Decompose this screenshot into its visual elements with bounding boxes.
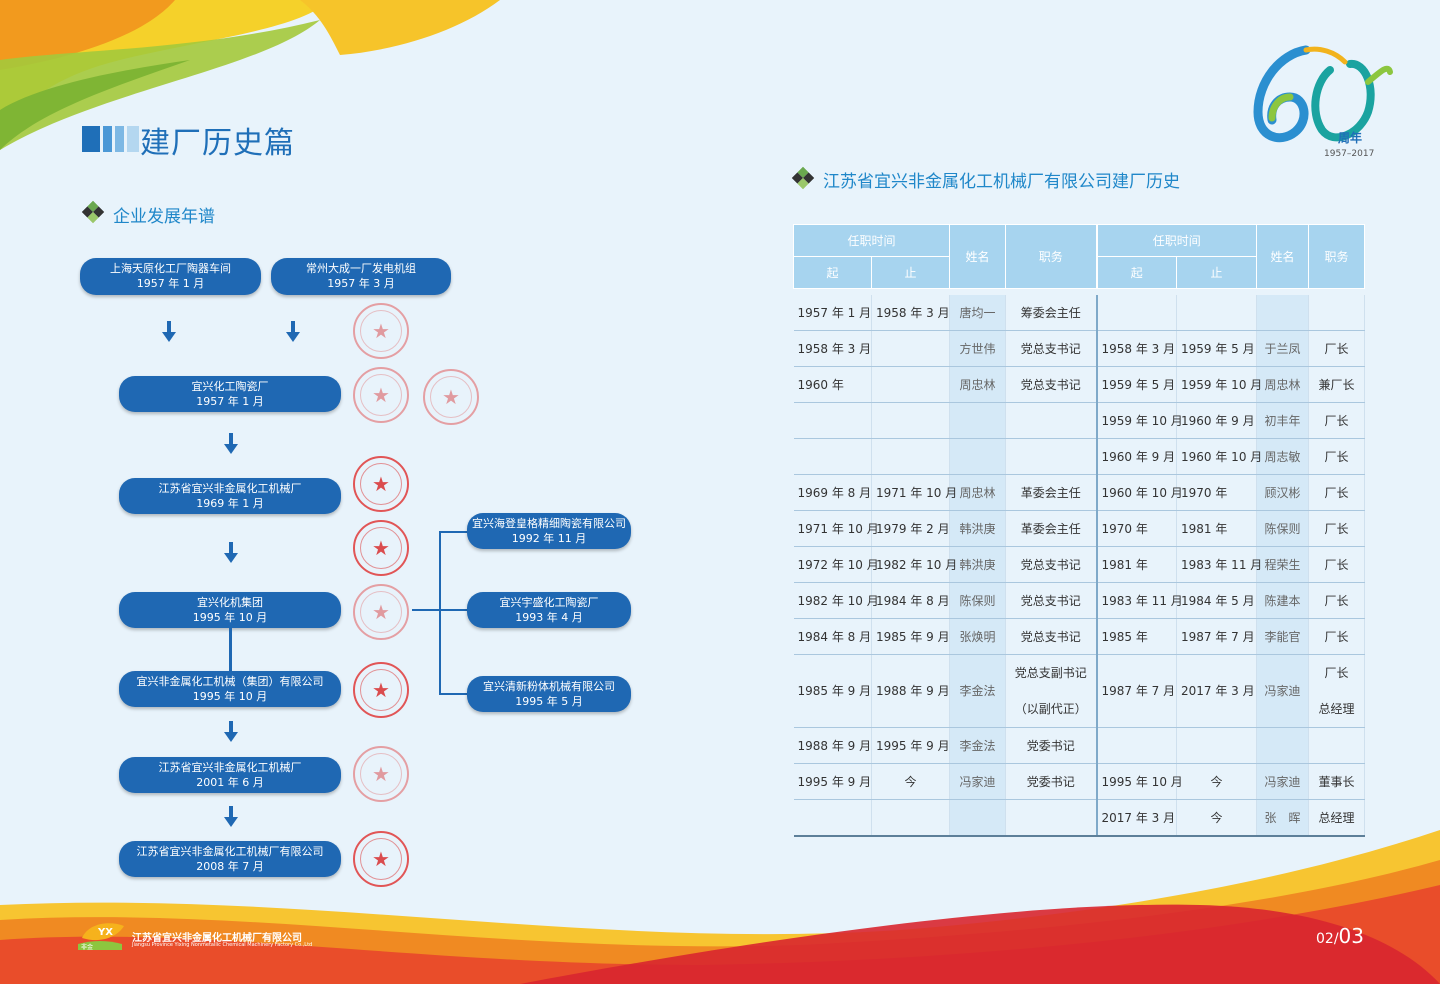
flow-connector-line — [229, 628, 232, 671]
table-row: 1960 年周忠林 党总支书记 1959 年 5 月 1959 年 10 月周忠林兼… — [793, 366, 1366, 403]
header-end: 止 — [870, 256, 951, 289]
table-row: 1982 年 10 月 1984 年 8 月陈保则 党总支书记 1983 年 11 … — [793, 582, 1366, 619]
flow-box-main-1: 宜兴化工陶瓷厂 1957 年 1 月 — [119, 376, 341, 412]
flow-box-main-2: 江苏省宜兴非金属化工机械厂 1969 年 1 月 — [119, 478, 341, 514]
history-table: 任职时间 姓名 职务 任职时间 姓名 职务 起 止 起 止 1957 年 1 月… — [792, 224, 1366, 837]
header-role: 职务 — [1005, 224, 1098, 289]
table-row: 1985 年 9 月 1988 年 9 月李金法 党总支副书记 （以副代正） 198… — [793, 654, 1366, 728]
table-row: 1960 年 9 月 1960 年 10 月周志敏 厂长 — [793, 438, 1366, 475]
header-name: 姓名 — [949, 224, 1007, 289]
svg-text:非金: 非金 — [81, 943, 93, 950]
flow-box-origin-1: 上海天原化工厂陶器车间 1957 年 1 月 — [80, 258, 261, 295]
branch-connector-line — [439, 693, 467, 695]
official-seal-image: ★ — [353, 746, 409, 802]
official-seal-image: ★ — [353, 367, 409, 423]
table-row: 1988 年 9 月 1995 年 9 月李金法 党委书记 — [793, 727, 1366, 764]
flow-box-branch-2: 宜兴宇盛化工陶瓷厂 1993 年 4 月 — [467, 592, 631, 628]
page-number: 02/03 — [1316, 924, 1364, 948]
table-row: 1958 年 3 月方世伟 党总支书记 1958 年 3 月 1959 年 5 月于… — [793, 330, 1366, 367]
flow-box-main-4: 宜兴非金属化工机械（集团）有限公司 1995 年 10 月 — [119, 671, 341, 707]
arrow-down-icon — [286, 321, 300, 342]
branch-connector-line — [412, 609, 440, 611]
company-logo: YX 非金 — [78, 923, 124, 950]
flow-box-origin-2: 常州大成一厂发电机组 1957 年 3 月 — [271, 258, 451, 295]
table-row: 1995 年 9 月今冯家迪 党委书记 1995 年 10 月今冯家迪 董事长 — [793, 763, 1366, 800]
page-title: 建厂历史篇 — [140, 126, 295, 161]
branch-connector-line — [439, 609, 467, 611]
svg-text:YX: YX — [97, 927, 113, 938]
flow-box-main-5: 江苏省宜兴非金属化工机械厂 2001 年 6 月 — [119, 757, 341, 793]
header-start: 起 — [1096, 256, 1178, 289]
official-seal-image: ★ — [353, 456, 409, 512]
company-name-en: Jiangsu Province Yixing Nonmetallic Chem… — [132, 942, 313, 948]
table-row: 2017 年 3 月今张 晖总经理 — [793, 799, 1366, 837]
official-seal-image: ★ — [353, 520, 409, 576]
official-seal-image: ★ — [353, 831, 409, 887]
branch-connector-line — [439, 531, 441, 695]
branch-connector-line — [439, 531, 467, 533]
header-role: 职务 — [1308, 224, 1366, 289]
flow-box-main-6: 江苏省宜兴非金属化工机械厂有限公司 2008 年 7 月 — [119, 841, 341, 877]
arrow-down-icon — [224, 542, 238, 563]
arrow-down-icon — [162, 321, 176, 342]
table-row: 1957 年 1 月 1958 年 3 月唐均一 筹委会主任 — [793, 295, 1366, 331]
table-row: 1969 年 8 月 1971 年 10 月周忠林 革委会主任 1960 年 10 … — [793, 474, 1366, 511]
company-name-cn: 江苏省宜兴非金属化工机械厂有限公司 — [132, 933, 302, 944]
flow-box-main-3: 宜兴化机集团 1995 年 10 月 — [119, 592, 341, 628]
header-name: 姓名 — [1256, 224, 1310, 289]
table-row: 1971 年 10 月 1979 年 2 月韩洪庚 革委会主任 1970 年 1981… — [793, 510, 1366, 547]
arrow-down-icon — [224, 806, 238, 827]
table-row: 1984 年 8 月 1985 年 9 月张焕明 党总支书记 1985 年 1987 … — [793, 618, 1366, 655]
header-term: 任职时间 — [792, 224, 951, 257]
logo-suffix: 周年 — [1338, 130, 1362, 145]
header-term: 任职时间 — [1096, 224, 1258, 257]
flow-box-branch-1: 宜兴海登皇格精细陶瓷有限公司 1992 年 11 月 — [467, 513, 631, 549]
logo-years: 1957–2017 — [1324, 149, 1374, 159]
arrow-down-icon — [224, 433, 238, 454]
title-decor-bars — [82, 126, 139, 152]
header-end: 止 — [1176, 256, 1258, 289]
anniversary-60-logo: 周年 1957–2017 — [1253, 45, 1393, 159]
table-row: 1959 年 10 月 1960 年 9 月初丰年 厂长 — [793, 402, 1366, 439]
left-section-title: 企业发展年谱 — [113, 207, 215, 227]
official-seal-image: ★ — [353, 662, 409, 718]
right-section-title: 江苏省宜兴非金属化工机械厂有限公司建厂历史 — [823, 172, 1180, 192]
official-seal-image: ★ — [423, 369, 479, 425]
flow-box-branch-3: 宜兴清新粉体机械有限公司 1995 年 5 月 — [467, 676, 631, 712]
official-seal-image: ★ — [353, 303, 409, 359]
official-seal-image: ★ — [353, 584, 409, 640]
arrow-down-icon — [224, 721, 238, 742]
header-start: 起 — [793, 256, 872, 289]
table-row: 1972 年 10 月 1982 年 10 月韩洪庚 党总支书记 1981 年 198… — [793, 546, 1366, 583]
